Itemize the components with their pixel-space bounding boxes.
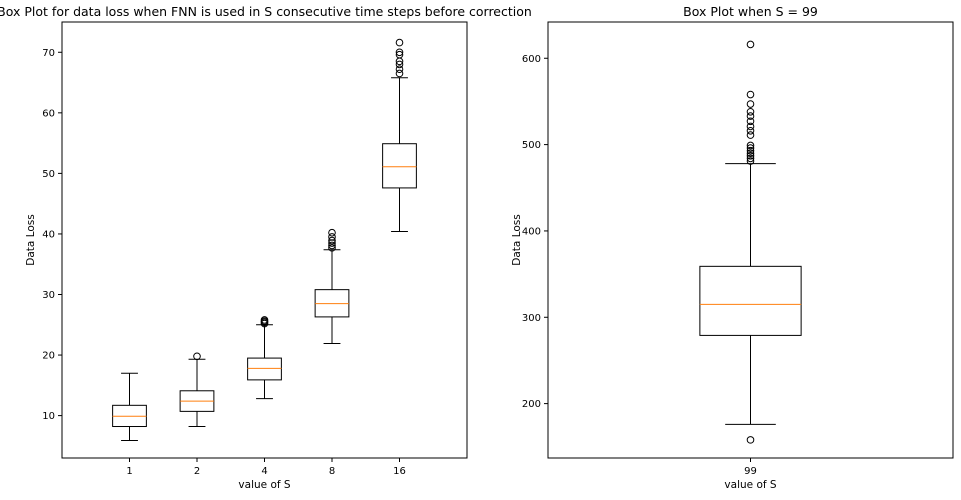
outlier-point: [328, 239, 336, 247]
outlier-point: [746, 117, 755, 126]
x-axis-label: value of S: [238, 479, 290, 491]
outlier-point: [746, 157, 755, 165]
y-tick-label: 500: [522, 140, 541, 151]
y-tick-label: 40: [42, 229, 55, 240]
plot-frame: [547, 21, 954, 459]
box-iqr: [699, 265, 802, 336]
outlier-point: [193, 352, 201, 361]
outlier-point: [746, 154, 755, 163]
outlier-point: [328, 241, 336, 250]
outlier-point: [260, 316, 269, 324]
y-tick-label: 600: [522, 54, 541, 65]
chart-title: Box Plot for data loss when FNN is used …: [0, 4, 532, 19]
box-iqr: [247, 357, 282, 381]
outlier-point: [746, 436, 755, 444]
y-tick-label: 400: [522, 226, 541, 237]
x-tick-label: 4: [261, 466, 267, 477]
x-tick-label: 16: [393, 466, 406, 477]
outlier-point: [746, 122, 755, 131]
outlier-point: [746, 141, 755, 150]
y-tick-label: 50: [42, 169, 55, 180]
x-tick-label: 99: [744, 466, 757, 477]
outlier-point: [328, 233, 336, 241]
y-tick-label: 60: [42, 108, 55, 119]
x-tick-label: 1: [126, 466, 132, 477]
x-tick-label: 8: [329, 466, 335, 477]
y-tick-label: 20: [42, 351, 55, 362]
outlier-point: [395, 65, 404, 74]
outlier-point: [395, 69, 404, 78]
x-tick-label: 2: [194, 466, 200, 477]
outlier-point: [328, 228, 336, 237]
outlier-point: [746, 112, 755, 120]
outlier-point: [746, 144, 755, 152]
outlier-point: [746, 90, 755, 99]
outlier-point: [746, 40, 755, 49]
y-axis-label: Data Loss: [25, 214, 37, 265]
outlier-point: [395, 50, 404, 59]
y-tick-label: 10: [42, 411, 55, 422]
outlier-point: [746, 152, 755, 160]
outlier-point: [328, 244, 336, 252]
outlier-point: [395, 60, 404, 69]
outlier-point: [328, 236, 336, 245]
outlier-point: [395, 48, 404, 57]
chart-title: Box Plot when S = 99: [683, 4, 818, 19]
plot-frame: [61, 21, 468, 459]
y-tick-label: 300: [522, 313, 541, 324]
outlier-point: [746, 107, 755, 116]
outlier-point: [395, 38, 404, 47]
box-iqr: [382, 143, 417, 189]
outlier-point: [746, 149, 755, 158]
outlier-point: [746, 100, 755, 108]
outlier-point: [746, 126, 755, 135]
y-tick-label: 200: [522, 399, 541, 410]
outlier-point: [746, 146, 755, 155]
y-axis-label: Data Loss: [511, 214, 523, 265]
outlier-point: [746, 131, 755, 139]
x-axis-label: value of S: [724, 479, 776, 491]
y-tick-label: 70: [42, 48, 55, 59]
y-tick-label: 30: [42, 290, 55, 301]
